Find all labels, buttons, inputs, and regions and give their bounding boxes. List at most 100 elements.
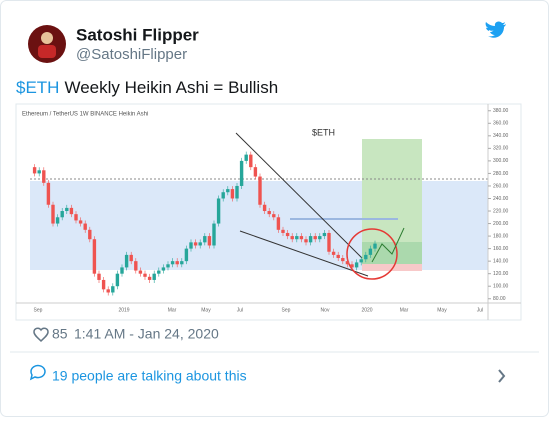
y-tick-label: 260.00 [493, 183, 509, 189]
candle [331, 251, 336, 255]
candle [157, 270, 161, 274]
conversation-link[interactable]: 19 people are talking about this [52, 368, 247, 384]
y-tick-label: 340.00 [493, 133, 509, 139]
candle [253, 167, 258, 177]
y-tick-label: 380.00 [493, 108, 509, 114]
candle [281, 229, 285, 233]
wedge-bottom [239, 230, 369, 277]
cashtag-link[interactable]: $ETH [16, 78, 59, 97]
y-tick-label: 220.00 [493, 208, 509, 214]
candle [354, 262, 359, 268]
candle [138, 270, 143, 274]
avatar[interactable] [28, 25, 66, 63]
candle [55, 217, 60, 224]
candle [235, 185, 239, 199]
candle [170, 261, 175, 265]
y-tick-label: 240.00 [493, 196, 509, 202]
x-tick-label: Jul [477, 307, 483, 313]
avatar-body [38, 45, 56, 58]
y-tick-label: 160.00 [493, 246, 509, 252]
tweet-text: $ETH Weekly Heikin Ashi = Bullish [16, 78, 278, 97]
candle [258, 176, 262, 205]
candle [373, 243, 377, 249]
like-icon[interactable] [33, 327, 49, 343]
x-tick-label: Mar [168, 307, 177, 313]
candle [336, 254, 340, 259]
candle [37, 170, 41, 174]
candle [244, 154, 248, 161]
highlight-circle [346, 228, 398, 280]
candle [359, 259, 363, 263]
candle [262, 204, 267, 212]
x-tick-label: Sep [282, 307, 291, 313]
candle [189, 242, 193, 249]
candle [161, 267, 166, 271]
candle [88, 229, 92, 240]
chevron[interactable] [498, 369, 506, 383]
candle [134, 261, 138, 271]
candle [78, 220, 83, 224]
candle [304, 239, 308, 243]
candle [212, 223, 216, 246]
candle [226, 189, 230, 193]
y-tick-label: 280.00 [493, 171, 509, 177]
candle [46, 182, 51, 205]
candle [207, 236, 212, 246]
x-tick-label: Mar [400, 307, 409, 313]
twitter-logo[interactable] [485, 21, 506, 38]
timestamp[interactable]: 1:41 AM - Jan 24, 2020 [74, 326, 219, 342]
candle [322, 232, 327, 237]
candle [313, 236, 317, 240]
tweet-body: Weekly Heikin Ashi = Bullish [64, 78, 278, 97]
candle [368, 248, 373, 255]
y-tick-label: 180.00 [493, 233, 509, 239]
candle [193, 242, 198, 246]
candle [106, 289, 110, 293]
display-name[interactable]: Satoshi Flipper [76, 25, 199, 44]
y-tick-label: 300.00 [493, 158, 509, 164]
handle[interactable]: @SatoshiFlipper [76, 46, 187, 63]
y-tick-label: 120.00 [493, 271, 509, 277]
x-tick-label: May [201, 307, 211, 313]
candle [65, 207, 69, 212]
target-zone [362, 139, 422, 242]
x-tick-label: May [437, 307, 447, 313]
candle [92, 239, 97, 274]
chart-header: Ethereum / TetherUS 1W BINANCE Heikin As… [22, 112, 148, 118]
candle [299, 236, 304, 240]
candle [198, 242, 202, 246]
candle [308, 236, 313, 243]
candle [249, 154, 253, 168]
candle [239, 160, 244, 186]
candle [216, 198, 221, 224]
candle [345, 261, 350, 265]
y-tick-label: 320.00 [493, 146, 509, 152]
candle [166, 264, 170, 268]
x-tick-label: 2020 [361, 307, 372, 313]
y-tick-label: 360.00 [493, 121, 509, 127]
x-tick-label: Jul [237, 307, 243, 313]
chart-title: $ETH [312, 127, 335, 137]
candle [101, 279, 106, 290]
candle [230, 189, 235, 199]
reply-icon [29, 364, 46, 381]
candle [276, 217, 281, 230]
candle [350, 264, 354, 268]
stop-zone [362, 264, 422, 271]
candle [295, 236, 299, 240]
y-tick-label: 140.00 [493, 258, 509, 264]
candle [341, 258, 345, 262]
candle [83, 223, 87, 230]
candle [175, 261, 179, 265]
candle [115, 273, 120, 287]
embedded-chart[interactable]: Ethereum / TetherUS 1W BINANCE Heikin As… [15, 103, 522, 321]
candle [180, 261, 184, 265]
y-tick-label: 100.00 [493, 284, 509, 290]
candle [32, 167, 37, 174]
candle [111, 286, 115, 293]
candle [267, 211, 271, 215]
x-tick-label: 2019 [118, 307, 129, 313]
candle [203, 236, 207, 243]
